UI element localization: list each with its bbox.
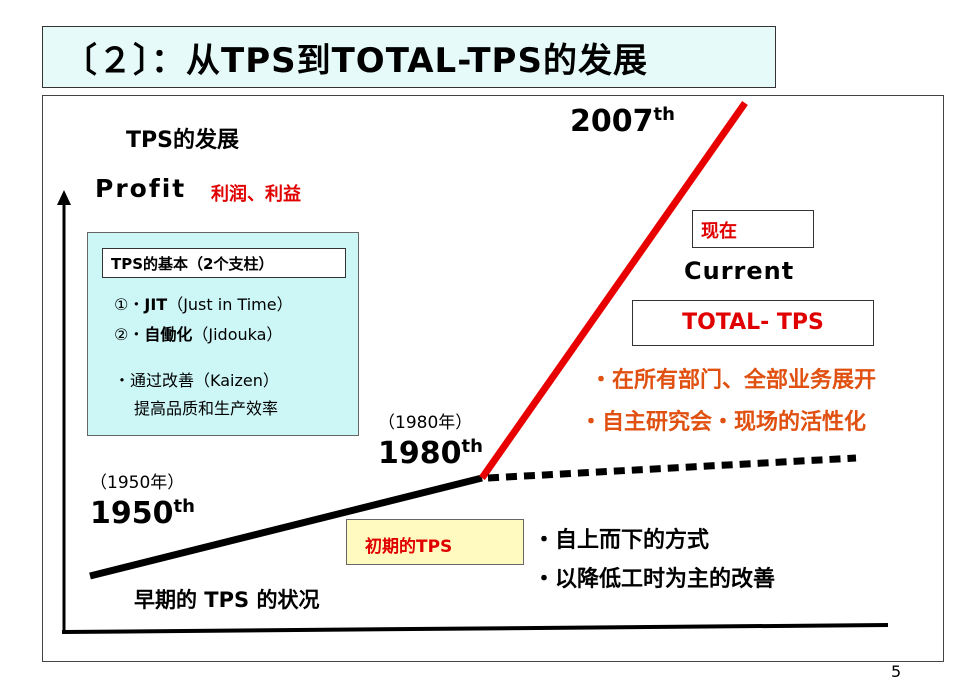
milestone-1950: 1950th <box>90 496 195 531</box>
total-point-2: ・自主研究会・现场的活性化 <box>580 410 867 435</box>
pillar-jidouka: ②・自働化（Jidouka） <box>114 321 282 345</box>
milestone-1980-year: 1980 <box>378 436 462 471</box>
milestone-2007: 2007th <box>570 104 675 139</box>
title-banner: 〔２〕：从TPS到TOTAL-TPS的发展 <box>42 26 776 88</box>
page-number: 5 <box>891 662 902 681</box>
pillar-jidouka-num: ②・ <box>114 325 145 344</box>
pillar-jit-detail: （Just in Time） <box>167 295 293 314</box>
y-axis-arrow <box>57 190 71 205</box>
milestone-1950-paren: （1950年） <box>90 473 185 493</box>
pillar-jidouka-key: 自働化 <box>144 325 193 344</box>
current-label: Current <box>684 257 795 285</box>
pillar-jidouka-detail: （Jidouka） <box>192 325 283 344</box>
total-point-1: ・在所有部门、全部业务展开 <box>590 368 877 393</box>
milestone-2007-sup: th <box>653 104 675 125</box>
pillar-jit-key: JIT <box>144 295 168 314</box>
early-tps-line <box>89 474 483 580</box>
milestone-1950-year: 1950 <box>90 496 174 531</box>
early-tps-box: 初期的TPS <box>346 519 524 565</box>
early-state-label: 早期的 TPS 的状况 <box>134 588 320 612</box>
kaizen-line: ・通过改善（Kaizen） <box>114 371 279 390</box>
pillar-jit-num: ①・ <box>114 295 145 314</box>
milestone-1980: 1980th <box>378 436 483 471</box>
milestone-1980-paren: （1980年） <box>378 413 473 433</box>
tps-pillars-box: TPS的基本（2个支柱） ①・JIT（Just in Time） ②・自働化（J… <box>87 232 359 436</box>
diagram-heading: TPS的发展 <box>126 128 239 153</box>
y-axis-label-cn: 利润、利益 <box>211 184 301 205</box>
diagram-frame <box>42 95 944 662</box>
traditional-dotted-line <box>487 454 857 482</box>
milestone-2007-year: 2007 <box>570 104 654 139</box>
early-point-2: ・以降低工时为主的改善 <box>533 567 776 592</box>
page-title: 〔２〕：从TPS到TOTAL-TPS的发展 <box>63 41 648 81</box>
now-label-box: 现在 <box>692 210 814 248</box>
milestone-1950-sup: th <box>173 496 195 517</box>
total-tps-line <box>479 100 748 481</box>
kaizen-detail: 提高品质和生产效率 <box>134 399 279 418</box>
milestone-1980-sup: th <box>461 436 483 457</box>
early-point-1: ・自上而下的方式 <box>533 528 710 553</box>
x-axis <box>61 623 889 634</box>
pillars-header: TPS的基本（2个支柱） <box>102 248 346 278</box>
total-tps-box: TOTAL- TPS <box>632 300 874 346</box>
y-axis-label: Profit <box>95 174 187 203</box>
pillar-jit: ①・JIT（Just in Time） <box>114 291 293 315</box>
